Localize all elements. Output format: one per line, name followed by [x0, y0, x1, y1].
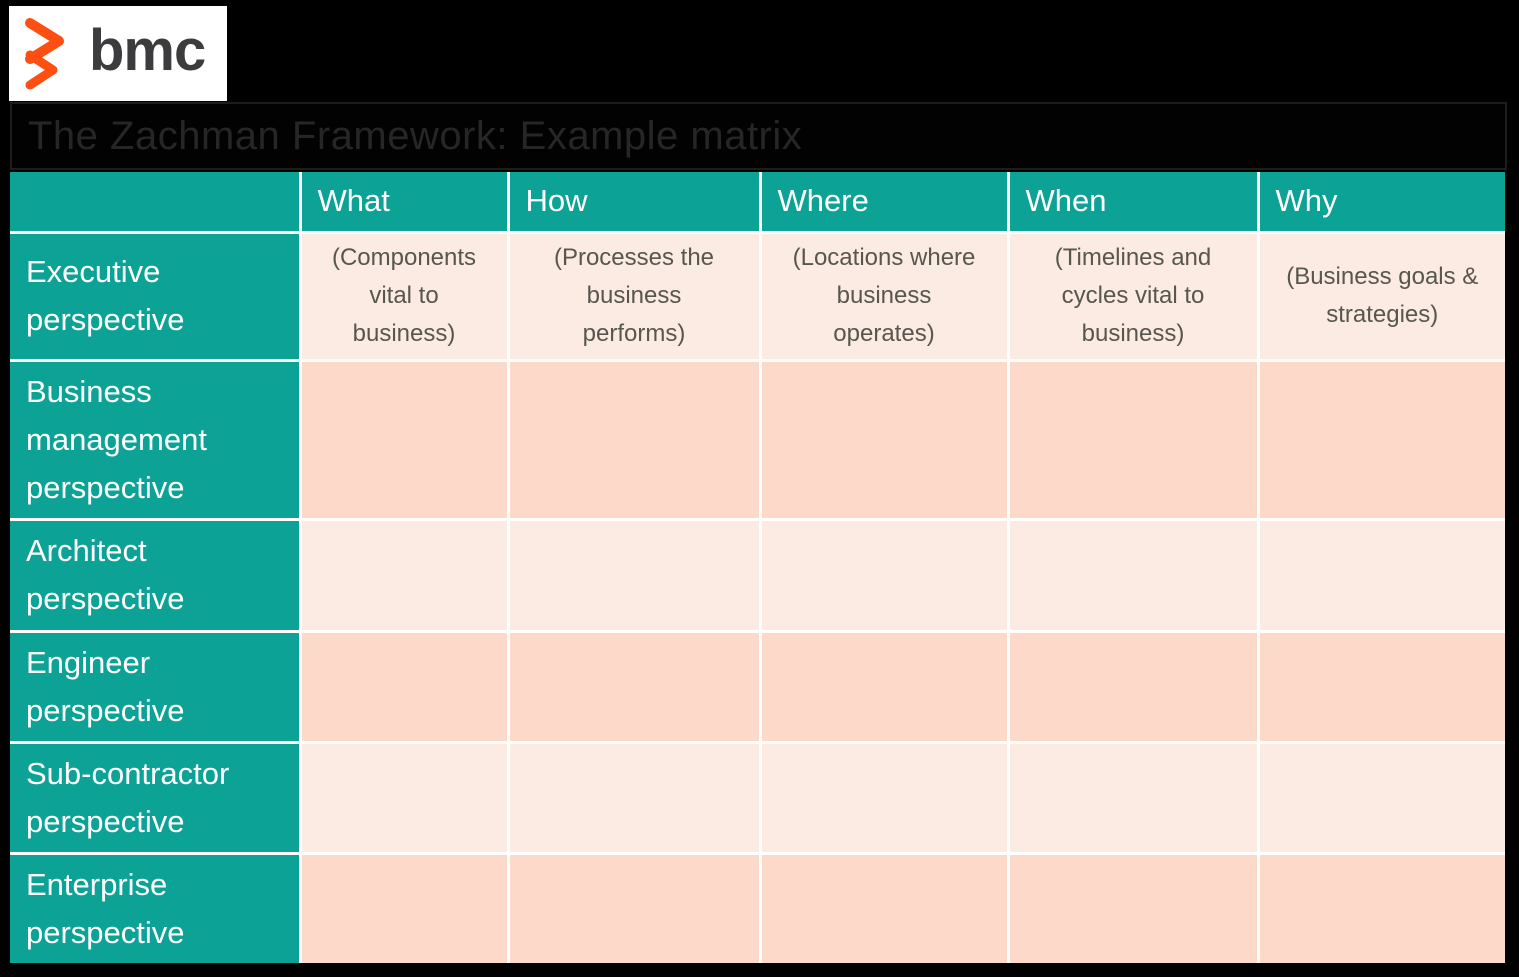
cell-sub-where	[758, 740, 1010, 855]
cell-sub-when	[1006, 740, 1260, 855]
row-enterprise: Enterprise perspective	[10, 851, 1505, 963]
zachman-matrix-table: What How Where When Why Executive perspe…	[10, 172, 1505, 963]
cell-bm-how	[506, 358, 762, 521]
cell-executive-why: (Business goals & strategies)	[1256, 230, 1505, 362]
cell-architect-what	[298, 517, 510, 633]
cell-engineer-when	[1006, 629, 1260, 744]
page-title: The Zachman Framework: Example matrix	[28, 113, 803, 158]
cell-enterprise-how	[506, 851, 762, 963]
row-label-engineer: Engineer perspective	[10, 629, 302, 744]
cell-architect-where	[758, 517, 1010, 633]
cell-executive-when: (Timelines and cycles vital to business)	[1006, 230, 1260, 362]
column-header-why: Why	[1256, 172, 1505, 234]
column-header-when: When	[1006, 172, 1260, 234]
cell-architect-when	[1006, 517, 1260, 633]
cell-executive-what: (Components vital to business)	[298, 230, 510, 362]
cell-engineer-what	[298, 629, 510, 744]
cell-bm-what	[298, 358, 510, 521]
column-header-where: Where	[758, 172, 1010, 234]
cell-engineer-where	[758, 629, 1010, 744]
cell-sub-what	[298, 740, 510, 855]
row-label-enterprise: Enterprise perspective	[10, 851, 302, 963]
cell-architect-why	[1256, 517, 1505, 633]
cell-enterprise-where	[758, 851, 1010, 963]
matrix-header-row: What How Where When Why	[10, 172, 1505, 234]
row-engineer: Engineer perspective	[10, 629, 1505, 744]
cell-engineer-how	[506, 629, 762, 744]
row-label-executive: Executive perspective	[10, 230, 302, 362]
bmc-chevron-icon	[25, 17, 64, 89]
row-label-architect: Architect perspective	[10, 517, 302, 633]
row-label-business-management: Business management perspective	[10, 358, 302, 521]
column-header-what: What	[298, 172, 510, 234]
bmc-logo: bmc	[9, 6, 227, 101]
row-business-management: Business management perspective	[10, 358, 1505, 521]
row-executive: Executive perspective (Components vital …	[10, 230, 1505, 362]
cell-bm-where	[758, 358, 1010, 521]
row-architect: Architect perspective	[10, 517, 1505, 633]
bmc-logo-text: bmc	[89, 17, 206, 83]
corner-cell	[10, 172, 302, 234]
cell-architect-how	[506, 517, 762, 633]
row-sub-contractor: Sub-contractor perspective	[10, 740, 1505, 855]
column-header-how: How	[506, 172, 762, 234]
cell-executive-where: (Locations where business operates)	[758, 230, 1010, 362]
slide-title-bar: The Zachman Framework: Example matrix	[10, 102, 1507, 170]
cell-sub-why	[1256, 740, 1505, 855]
cell-bm-when	[1006, 358, 1260, 521]
cell-sub-how	[506, 740, 762, 855]
cell-enterprise-when	[1006, 851, 1260, 963]
cell-bm-why	[1256, 358, 1505, 521]
cell-enterprise-what	[298, 851, 510, 963]
row-label-sub-contractor: Sub-contractor perspective	[10, 740, 302, 855]
cell-engineer-why	[1256, 629, 1505, 744]
cell-executive-how: (Processes the business performs)	[506, 230, 762, 362]
cell-enterprise-why	[1256, 851, 1505, 963]
